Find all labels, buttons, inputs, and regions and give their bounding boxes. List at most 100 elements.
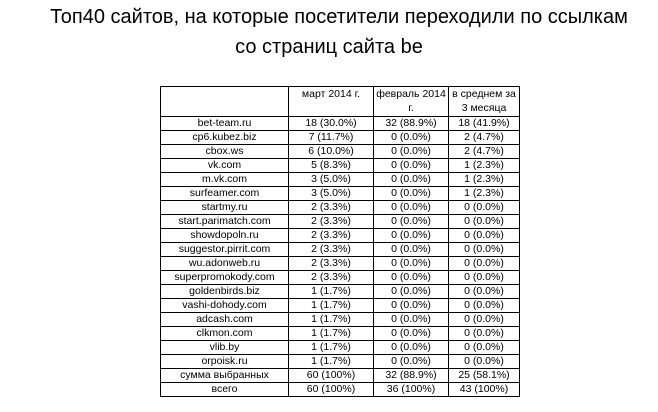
value-cell: 0 (0.0%) [373, 298, 449, 313]
value-cell: 0 (0.0%) [448, 354, 520, 369]
table-row: vk.com 5 (8.3%) 0 (0.0%) 1 (2.3%) [160, 158, 520, 173]
value-cell: 60 (100%) [288, 382, 374, 397]
value-cell: 0 (0.0%) [373, 312, 449, 327]
column-header: в среднем за 3 месяца [448, 86, 520, 117]
table-row: showdopoln.ru 2 (3.3%) 0 (0.0%) 0 (0.0%) [160, 228, 520, 243]
value-cell: 1 (2.3%) [448, 158, 520, 173]
table-row: всего 60 (100%) 36 (100%) 43 (100%) [160, 382, 520, 397]
column-header: март 2014 г. [288, 86, 374, 117]
value-cell: 0 (0.0%) [373, 228, 449, 243]
sites-table: март 2014 г. февраль 2014 г. в среднем з… [160, 86, 520, 397]
table-row: surfeamer.com 3 (5.0%) 0 (0.0%) 1 (2.3%) [160, 186, 520, 201]
value-cell: 1 (1.7%) [288, 298, 374, 313]
value-cell: 0 (0.0%) [373, 284, 449, 299]
header-row: март 2014 г. февраль 2014 г. в среднем з… [160, 86, 520, 117]
value-cell: 0 (0.0%) [448, 242, 520, 257]
value-cell: 36 (100%) [373, 382, 449, 397]
site-name-cell: showdopoln.ru [160, 228, 289, 243]
table-row: adcash.com 1 (1.7%) 0 (0.0%) 0 (0.0%) [160, 312, 520, 327]
value-cell: 18 (41.9%) [448, 116, 520, 131]
value-cell: 0 (0.0%) [448, 228, 520, 243]
title-line-1: Топ40 сайтов, на которые посетители пере… [50, 6, 628, 28]
value-cell: 60 (100%) [288, 368, 374, 383]
value-cell: 1 (1.7%) [288, 312, 374, 327]
table-body: bet-team.ru 18 (30.0%) 32 (88.9%) 18 (41.9%… [160, 116, 520, 397]
value-cell: 2 (3.3%) [288, 242, 374, 257]
value-cell: 3 (5.0%) [288, 186, 374, 201]
site-name-cell: surfeamer.com [160, 186, 289, 201]
value-cell: 1 (2.3%) [448, 172, 520, 187]
table-row: suggestor.pirrit.com 2 (3.3%) 0 (0.0%) 0 (0… [160, 242, 520, 257]
site-name-cell: clkmon.com [160, 326, 289, 341]
value-cell: 0 (0.0%) [448, 298, 520, 313]
site-name-cell: suggestor.pirrit.com [160, 242, 289, 257]
site-name-cell: vlib.by [160, 340, 289, 355]
site-name-cell: startmy.ru [160, 200, 289, 215]
table-row: startmy.ru 2 (3.3%) 0 (0.0%) 0 (0.0%) [160, 200, 520, 215]
column-header-label: февраль 2014 г. [376, 88, 446, 114]
value-cell: 0 (0.0%) [373, 130, 449, 145]
value-cell: 0 (0.0%) [448, 214, 520, 229]
column-header [160, 86, 289, 117]
value-cell: 32 (88.9%) [373, 116, 449, 131]
value-cell: 0 (0.0%) [373, 172, 449, 187]
value-cell: 0 (0.0%) [448, 284, 520, 299]
value-cell: 43 (100%) [448, 382, 520, 397]
value-cell: 1 (1.7%) [288, 340, 374, 355]
value-cell: 0 (0.0%) [373, 200, 449, 215]
value-cell: 0 (0.0%) [373, 256, 449, 271]
value-cell: 2 (3.3%) [288, 256, 374, 271]
table-row: orpoisk.ru 1 (1.7%) 0 (0.0%) 0 (0.0%) [160, 354, 520, 369]
value-cell: 0 (0.0%) [373, 242, 449, 257]
site-name-cell: всего [160, 382, 289, 397]
value-cell: 2 (3.3%) [288, 214, 374, 229]
site-name-cell: goldenbirds.biz [160, 284, 289, 299]
value-cell: 0 (0.0%) [448, 270, 520, 285]
value-cell: 5 (8.3%) [288, 158, 374, 173]
site-name-cell: vk.com [160, 158, 289, 173]
value-cell: 0 (0.0%) [448, 340, 520, 355]
table-row: wu.adonweb.ru 2 (3.3%) 0 (0.0%) 0 (0.0%) [160, 256, 520, 271]
table-row: goldenbirds.biz 1 (1.7%) 0 (0.0%) 0 (0.0%) [160, 284, 520, 299]
value-cell: 0 (0.0%) [373, 158, 449, 173]
site-name-cell: cp6.kubez.biz [160, 130, 289, 145]
value-cell: 6 (10.0%) [288, 144, 374, 159]
value-cell: 2 (3.3%) [288, 200, 374, 215]
table-row: сумма выбранных 60 (100%) 32 (88.9%) 25 (58… [160, 368, 520, 383]
column-header-label: в среднем за 3 месяца [452, 88, 516, 114]
value-cell: 0 (0.0%) [448, 200, 520, 215]
value-cell: 7 (11.7%) [288, 130, 374, 145]
table-row: bet-team.ru 18 (30.0%) 32 (88.9%) 18 (41.9%… [160, 116, 520, 131]
value-cell: 0 (0.0%) [448, 256, 520, 271]
value-cell: 0 (0.0%) [373, 354, 449, 369]
site-name-cell: superpromokody.com [160, 270, 289, 285]
value-cell: 2 (3.3%) [288, 228, 374, 243]
value-cell: 0 (0.0%) [373, 340, 449, 355]
site-name-cell: bet-team.ru [160, 116, 289, 131]
value-cell: 0 (0.0%) [373, 270, 449, 285]
table-row: start.parimatch.com 2 (3.3%) 0 (0.0%) 0 (0.… [160, 214, 520, 229]
site-name-cell: vashi-dohody.com [160, 298, 289, 313]
site-name-cell: wu.adonweb.ru [160, 256, 289, 271]
table-row: cbox.ws 6 (10.0%) 0 (0.0%) 2 (4.7%) [160, 144, 520, 159]
value-cell: 0 (0.0%) [373, 326, 449, 341]
value-cell: 1 (1.7%) [288, 326, 374, 341]
title-line-2: со страниц сайта be [235, 36, 423, 58]
value-cell: 1 (1.7%) [288, 284, 374, 299]
value-cell: 0 (0.0%) [448, 312, 520, 327]
value-cell: 0 (0.0%) [373, 214, 449, 229]
site-name-cell: adcash.com [160, 312, 289, 327]
value-cell: 0 (0.0%) [373, 144, 449, 159]
table-row: cp6.kubez.biz 7 (11.7%) 0 (0.0%) 2 (4.7%) [160, 130, 520, 145]
site-name-cell: start.parimatch.com [160, 214, 289, 229]
value-cell: 0 (0.0%) [448, 326, 520, 341]
value-cell: 1 (1.7%) [288, 354, 374, 369]
value-cell: 18 (30.0%) [288, 116, 374, 131]
table-row: m.vk.com 3 (5.0%) 0 (0.0%) 1 (2.3%) [160, 172, 520, 187]
value-cell: 0 (0.0%) [373, 186, 449, 201]
column-header: февраль 2014 г. [373, 86, 449, 117]
site-name-cell: m.vk.com [160, 172, 289, 187]
site-name-cell: cbox.ws [160, 144, 289, 159]
value-cell: 2 (4.7%) [448, 144, 520, 159]
value-cell: 2 (4.7%) [448, 130, 520, 145]
